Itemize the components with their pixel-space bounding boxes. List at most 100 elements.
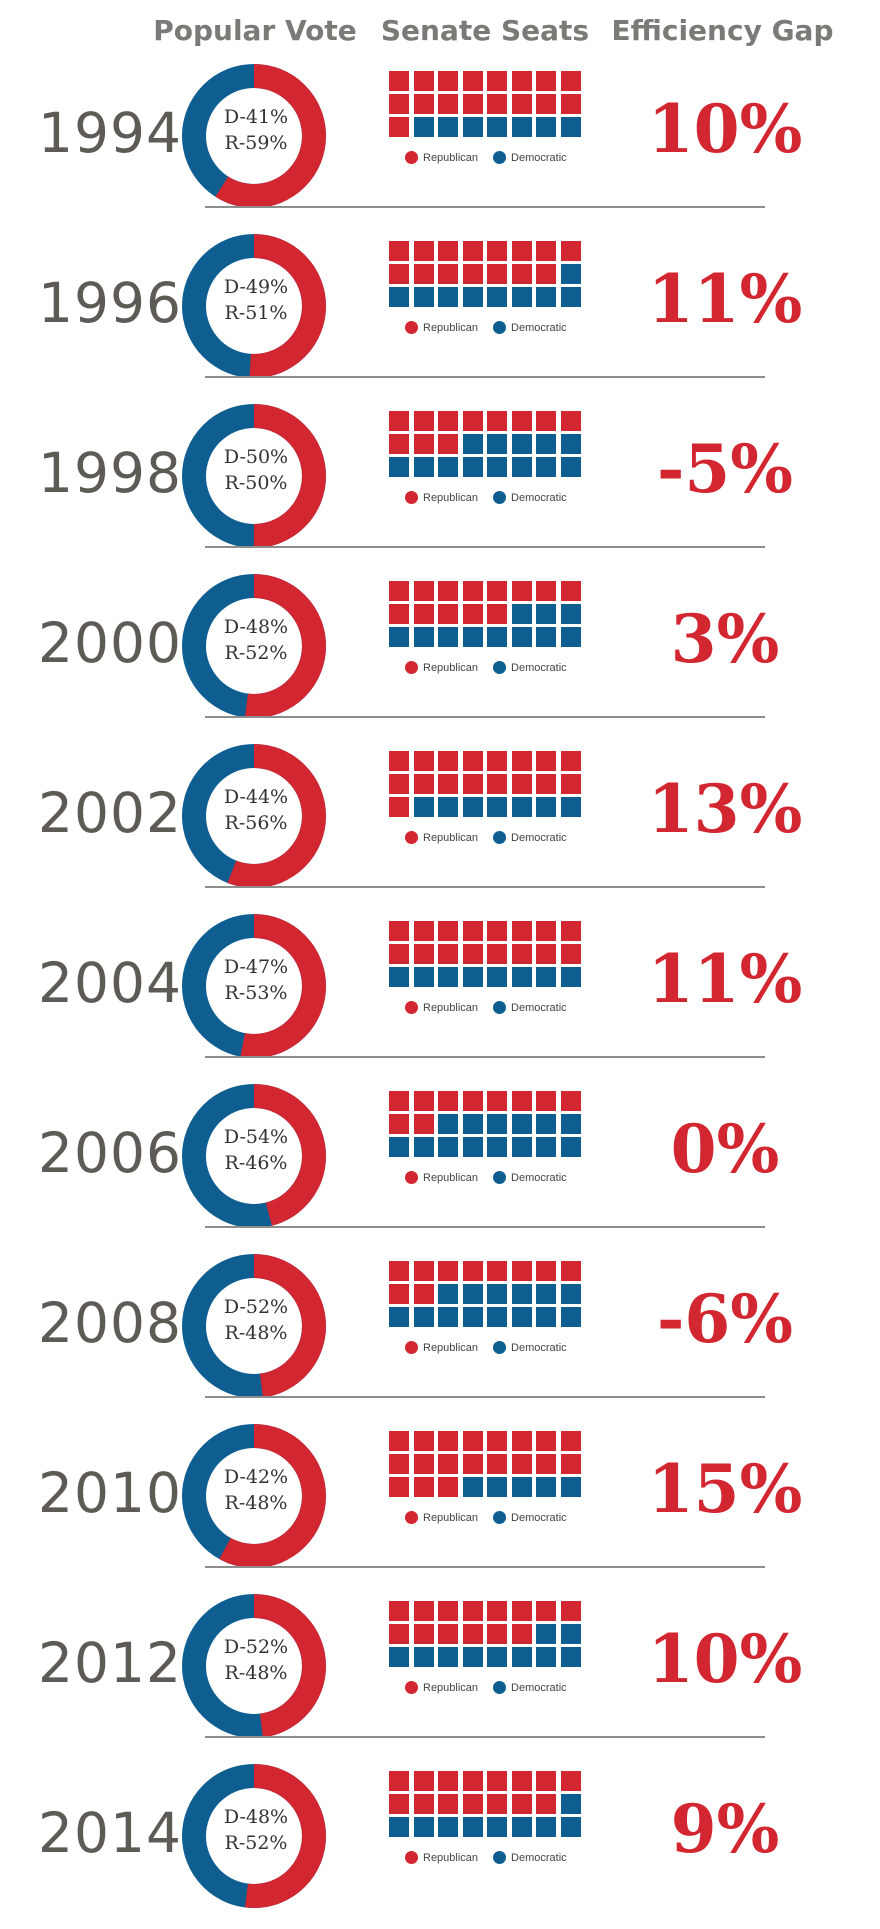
republican-seat	[413, 1454, 434, 1474]
republican-seat	[389, 604, 409, 624]
democratic-seat	[560, 264, 581, 284]
republican-seat	[536, 921, 556, 941]
democratic-seat	[462, 1647, 483, 1667]
democratic-seat	[438, 287, 458, 307]
republican-vote-arc	[182, 1764, 326, 1908]
vote-share-labels: D-52% R-48%	[216, 1294, 296, 1346]
seat-legend: Republican Democratic	[405, 491, 582, 507]
democratic-seat	[413, 797, 434, 817]
header-popular-vote: Popular Vote	[153, 14, 357, 47]
republican-legend-label: Republican	[423, 1341, 479, 1354]
republican-vote-arc	[182, 744, 326, 888]
election-row: 2000 D-48% R-52% Republican Democratic 3%	[0, 560, 880, 730]
republican-seat	[413, 241, 434, 261]
democratic-seat	[389, 457, 409, 477]
republican-seat	[438, 1794, 458, 1814]
republican-seat	[487, 1771, 507, 1791]
republican-seat	[487, 411, 507, 431]
democratic-legend-label: Democratic	[511, 1341, 567, 1354]
vote-share-labels: D-49% R-51%	[216, 274, 296, 326]
democratic-seat	[413, 967, 434, 987]
republican-seat	[438, 1431, 458, 1451]
republican-seat	[413, 1601, 434, 1621]
democratic-seat	[413, 627, 434, 647]
republican-seat	[413, 1261, 434, 1281]
republican-seat	[438, 751, 458, 771]
republican-seat	[438, 604, 458, 624]
vote-share-labels: D-52% R-48%	[216, 1634, 296, 1686]
popular-vote-donut	[182, 1594, 326, 1738]
republican-seat	[511, 241, 532, 261]
row-divider	[205, 886, 765, 888]
republican-seat	[511, 1431, 532, 1451]
header-efficiency-gap: Efficiency Gap	[611, 14, 834, 47]
efficiency-gap-value: 11%	[647, 260, 803, 338]
republican-seat	[511, 1454, 532, 1474]
democratic-seat	[413, 1137, 434, 1157]
democratic-seat	[560, 1307, 581, 1327]
democratic-seat	[560, 1114, 581, 1134]
republican-seat	[487, 94, 507, 114]
democratic-seat	[536, 627, 556, 647]
republican-seat	[438, 434, 458, 454]
republican-seat	[438, 921, 458, 941]
election-row: 1994 D-41% R-59% Republican Democratic 10%	[0, 50, 880, 220]
row-divider	[205, 1736, 765, 1738]
democratic-share-label: D-42%	[223, 1466, 289, 1488]
republican-seat	[487, 944, 507, 964]
row-divider	[205, 546, 765, 548]
republican-seat	[511, 71, 532, 91]
republican-vote-arc	[182, 914, 326, 1058]
efficiency-gap-value: 10%	[647, 90, 803, 168]
democratic-seat	[511, 967, 532, 987]
democratic-seat	[389, 1647, 409, 1667]
republican-seat	[536, 1454, 556, 1474]
democratic-seat	[462, 1307, 483, 1327]
democratic-seat	[536, 604, 556, 624]
republican-legend-label: Republican	[423, 1681, 479, 1694]
republican-seat	[536, 1771, 556, 1791]
democratic-legend-label: Democratic	[511, 1511, 567, 1524]
democratic-share-label: D-47%	[223, 956, 289, 978]
republican-seat	[560, 1091, 581, 1111]
republican-seat	[438, 1261, 458, 1281]
democratic-seat	[413, 1647, 434, 1667]
header-senate-seats: Senate Seats	[380, 14, 590, 47]
democratic-seat	[487, 797, 507, 817]
year-label: 2014	[38, 1801, 182, 1865]
republican-seat	[389, 751, 409, 771]
republican-seat	[462, 94, 483, 114]
democratic-seat	[389, 627, 409, 647]
republican-seat	[389, 94, 409, 114]
democratic-seat	[487, 1647, 507, 1667]
democratic-seat	[413, 117, 434, 137]
democratic-seat	[536, 1817, 556, 1837]
democratic-seat	[462, 1114, 483, 1134]
democratic-seat	[560, 1817, 581, 1837]
republican-seat	[413, 1431, 434, 1451]
republican-seat	[413, 944, 434, 964]
republican-seat	[413, 94, 434, 114]
democratic-seat	[438, 967, 458, 987]
republican-seat	[389, 1601, 409, 1621]
democratic-seat	[462, 457, 483, 477]
republican-seat	[389, 241, 409, 261]
democratic-seat	[438, 797, 458, 817]
republican-legend-label: Republican	[423, 831, 479, 844]
republican-seat	[560, 581, 581, 601]
republican-seat	[413, 1114, 434, 1134]
row-divider	[205, 716, 765, 718]
popular-vote-donut	[182, 1764, 326, 1908]
republican-seat	[413, 581, 434, 601]
seat-legend: Republican Democratic	[405, 831, 582, 847]
election-row: 2010 D-42% R-48% Republican Democratic 15%	[0, 1410, 880, 1580]
year-label: 1996	[38, 271, 182, 335]
vote-share-labels: D-42% R-48%	[216, 1464, 296, 1516]
democratic-share-label: D-50%	[223, 446, 289, 468]
republican-seat	[560, 241, 581, 261]
republican-seat	[413, 1771, 434, 1791]
democratic-seat	[536, 967, 556, 987]
democratic-share-label: D-52%	[223, 1296, 289, 1318]
republican-seat	[413, 1794, 434, 1814]
seat-legend: Republican Democratic	[405, 1851, 582, 1867]
